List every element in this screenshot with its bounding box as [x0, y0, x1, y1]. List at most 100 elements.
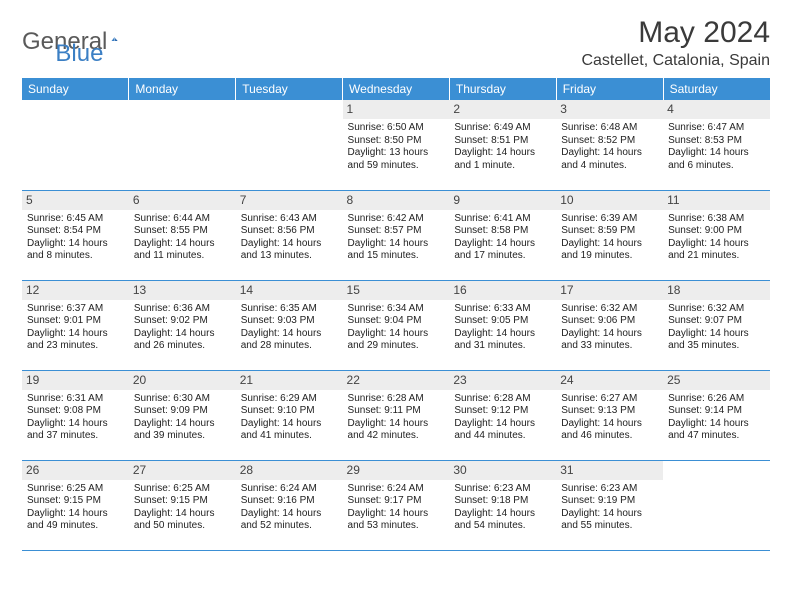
- day-number: 22: [343, 371, 450, 390]
- logo-text-2: Blue: [55, 40, 103, 68]
- calendar-day-cell: 24 Sunrise: 6:27 AMSunset: 9:13 PMDayligh…: [556, 370, 663, 460]
- calendar-day-cell: 22Sunrise: 6:28 AMSunset: 9:11 PMDayligh…: [343, 370, 450, 460]
- day-details: Sunrise: 6:38 AMSunset: 9:00 PMDaylight:…: [668, 213, 765, 263]
- day-details: Sunrise: 6:42 AMSunset: 8:57 PMDaylight:…: [348, 213, 445, 263]
- day-number: 20: [129, 371, 236, 390]
- day-details: Sunrise: 6:25 AMSunset: 9:15 PMDaylight:…: [27, 483, 124, 533]
- calendar-day-cell: 28Sunrise: 6:24 AMSunset: 9:16 PMDayligh…: [236, 460, 343, 550]
- day-number: 21: [236, 371, 343, 390]
- calendar-day-cell: 1 Sunrise: 6:50 AMSunset: 8:50 PMDaylight…: [343, 100, 450, 190]
- day-details: Sunrise: 6:43 AMSunset: 8:56 PMDaylight:…: [241, 213, 338, 263]
- day-details: Sunrise: 6:47 AMSunset: 8:53 PMDaylight:…: [668, 122, 765, 172]
- calendar-day-cell: 19Sunrise: 6:31 AMSunset: 9:08 PMDayligh…: [22, 370, 129, 460]
- day-details: Sunrise: 6:45 AMSunset: 8:54 PMDaylight:…: [27, 213, 124, 263]
- calendar-day-cell: 15 Sunrise: 6:34 AMSunset: 9:04 PMDayligh…: [343, 280, 450, 370]
- day-number: 13: [129, 281, 236, 300]
- day-number: 15: [343, 281, 450, 300]
- calendar-page: General Blue May 2024 Castellet, Catalon…: [0, 0, 792, 551]
- day-number: 23: [449, 371, 556, 390]
- day-details: Sunrise: 6:37 AMSunset: 9:01 PMDaylight:…: [27, 303, 124, 353]
- calendar-day-cell: 23 Sunrise: 6:28 AMSunset: 9:12 PMDayligh…: [449, 370, 556, 460]
- day-header: Friday: [556, 78, 663, 100]
- calendar-day-cell: 3 Sunrise: 6:48 AMSunset: 8:52 PMDaylight…: [556, 100, 663, 190]
- day-details: Sunrise: 6:36 AMSunset: 9:02 PMDaylight:…: [134, 303, 231, 353]
- day-header: Wednesday: [343, 78, 450, 100]
- day-number: 6: [129, 191, 236, 210]
- calendar-day-cell: 18Sunrise: 6:32 AMSunset: 9:07 PMDayligh…: [663, 280, 770, 370]
- day-details: Sunrise: 6:41 AMSunset: 8:58 PMDaylight:…: [454, 213, 551, 263]
- day-details: Sunrise: 6:48 AMSunset: 8:52 PMDaylight:…: [561, 122, 658, 172]
- day-number: 30: [449, 461, 556, 480]
- day-number: 14: [236, 281, 343, 300]
- calendar-empty-cell: [129, 100, 236, 190]
- day-details: Sunrise: 6:23 AMSunset: 9:18 PMDaylight:…: [454, 483, 551, 533]
- day-details: Sunrise: 6:34 AMSunset: 9:04 PMDaylight:…: [348, 303, 445, 353]
- calendar-week-row: 12 Sunrise: 6:37 AMSunset: 9:01 PMDayligh…: [22, 280, 770, 370]
- day-number: 7: [236, 191, 343, 210]
- calendar-week-row: 1 Sunrise: 6:50 AMSunset: 8:50 PMDaylight…: [22, 100, 770, 190]
- day-number: 8: [343, 191, 450, 210]
- day-details: Sunrise: 6:28 AMSunset: 9:12 PMDaylight:…: [454, 393, 551, 443]
- day-number: 17: [556, 281, 663, 300]
- day-details: Sunrise: 6:24 AMSunset: 9:16 PMDaylight:…: [241, 483, 338, 533]
- calendar-day-cell: 27Sunrise: 6:25 AMSunset: 9:15 PMDayligh…: [129, 460, 236, 550]
- calendar-day-cell: 11 Sunrise: 6:38 AMSunset: 9:00 PMDayligh…: [663, 190, 770, 280]
- day-number: 2: [449, 100, 556, 119]
- calendar-day-cell: 31Sunrise: 6:23 AMSunset: 9:19 PMDayligh…: [556, 460, 663, 550]
- day-details: Sunrise: 6:29 AMSunset: 9:10 PMDaylight:…: [241, 393, 338, 443]
- day-details: Sunrise: 6:32 AMSunset: 9:06 PMDaylight:…: [561, 303, 658, 353]
- day-details: Sunrise: 6:39 AMSunset: 8:59 PMDaylight:…: [561, 213, 658, 263]
- day-number: 11: [663, 191, 770, 210]
- day-details: Sunrise: 6:33 AMSunset: 9:05 PMDaylight:…: [454, 303, 551, 353]
- day-number: 5: [22, 191, 129, 210]
- day-number: 3: [556, 100, 663, 119]
- calendar-day-cell: 30 Sunrise: 6:23 AMSunset: 9:18 PMDayligh…: [449, 460, 556, 550]
- page-header: General Blue May 2024 Castellet, Catalon…: [22, 16, 770, 70]
- calendar-week-row: 5 Sunrise: 6:45 AMSunset: 8:54 PMDaylight…: [22, 190, 770, 280]
- day-header: Saturday: [663, 78, 770, 100]
- day-header: Sunday: [22, 78, 129, 100]
- calendar-day-cell: 26Sunrise: 6:25 AMSunset: 9:15 PMDayligh…: [22, 460, 129, 550]
- calendar-day-cell: 7 Sunrise: 6:43 AMSunset: 8:56 PMDaylight…: [236, 190, 343, 280]
- calendar-day-cell: 8 Sunrise: 6:42 AMSunset: 8:57 PMDaylight…: [343, 190, 450, 280]
- day-number: 12: [22, 281, 129, 300]
- calendar-week-row: 19Sunrise: 6:31 AMSunset: 9:08 PMDayligh…: [22, 370, 770, 460]
- day-details: Sunrise: 6:23 AMSunset: 9:19 PMDaylight:…: [561, 483, 658, 533]
- calendar-empty-cell: [22, 100, 129, 190]
- sail-icon: [111, 29, 118, 49]
- calendar-day-cell: 16Sunrise: 6:33 AMSunset: 9:05 PMDayligh…: [449, 280, 556, 370]
- day-number: 1: [343, 100, 450, 119]
- day-details: Sunrise: 6:44 AMSunset: 8:55 PMDaylight:…: [134, 213, 231, 263]
- location: Castellet, Catalonia, Spain: [581, 52, 770, 70]
- day-number: 18: [663, 281, 770, 300]
- calendar-day-cell: 12 Sunrise: 6:37 AMSunset: 9:01 PMDayligh…: [22, 280, 129, 370]
- calendar-week-row: 26Sunrise: 6:25 AMSunset: 9:15 PMDayligh…: [22, 460, 770, 550]
- day-details: Sunrise: 6:49 AMSunset: 8:51 PMDaylight:…: [454, 122, 551, 172]
- day-details: Sunrise: 6:35 AMSunset: 9:03 PMDaylight:…: [241, 303, 338, 353]
- calendar-day-cell: 10 Sunrise: 6:39 AMSunset: 8:59 PMDayligh…: [556, 190, 663, 280]
- calendar-day-cell: 2 Sunrise: 6:49 AMSunset: 8:51 PMDaylight…: [449, 100, 556, 190]
- calendar-day-cell: 13 Sunrise: 6:36 AMSunset: 9:02 PMDayligh…: [129, 280, 236, 370]
- day-details: Sunrise: 6:50 AMSunset: 8:50 PMDaylight:…: [348, 122, 445, 172]
- day-header-row: SundayMondayTuesdayWednesdayThursdayFrid…: [22, 78, 770, 100]
- day-header: Thursday: [449, 78, 556, 100]
- day-header: Tuesday: [236, 78, 343, 100]
- calendar-day-cell: 4 Sunrise: 6:47 AMSunset: 8:53 PMDaylight…: [663, 100, 770, 190]
- day-details: Sunrise: 6:30 AMSunset: 9:09 PMDaylight:…: [134, 393, 231, 443]
- calendar-day-cell: 21 Sunrise: 6:29 AMSunset: 9:10 PMDayligh…: [236, 370, 343, 460]
- day-number: 10: [556, 191, 663, 210]
- calendar-empty-cell: [663, 460, 770, 550]
- day-number: 4: [663, 100, 770, 119]
- day-details: Sunrise: 6:26 AMSunset: 9:14 PMDaylight:…: [668, 393, 765, 443]
- day-number: 29: [343, 461, 450, 480]
- month-title: May 2024: [581, 16, 770, 50]
- day-number: 24: [556, 371, 663, 390]
- calendar-empty-cell: [236, 100, 343, 190]
- day-details: Sunrise: 6:27 AMSunset: 9:13 PMDaylight:…: [561, 393, 658, 443]
- day-number: 25: [663, 371, 770, 390]
- calendar-day-cell: 9Sunrise: 6:41 AMSunset: 8:58 PMDaylight…: [449, 190, 556, 280]
- calendar-day-cell: 6 Sunrise: 6:44 AMSunset: 8:55 PMDaylight…: [129, 190, 236, 280]
- logo: General Blue: [22, 16, 103, 68]
- day-number: 19: [22, 371, 129, 390]
- calendar-day-cell: 20 Sunrise: 6:30 AMSunset: 9:09 PMDayligh…: [129, 370, 236, 460]
